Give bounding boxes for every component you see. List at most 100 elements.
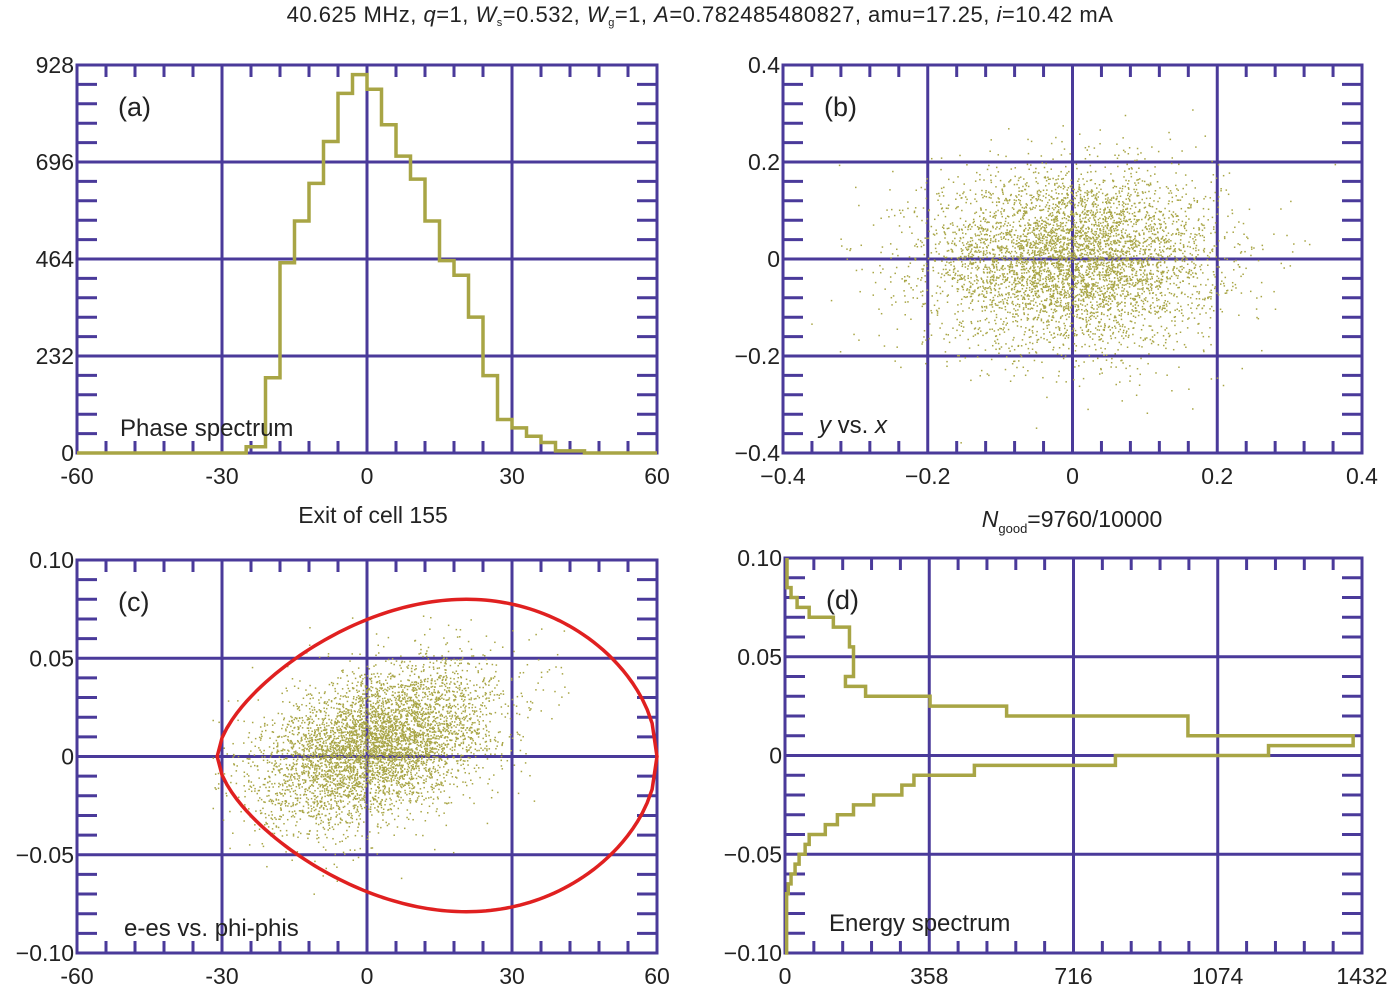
scatter-point (1015, 264, 1017, 267)
scatter-point (1085, 271, 1087, 274)
scatter-point (1100, 290, 1103, 292)
scatter-point (990, 238, 992, 240)
scatter-point (1031, 283, 1033, 286)
scatter-point (1085, 232, 1088, 234)
scatter-point (1014, 273, 1016, 276)
scatter-point (1073, 215, 1075, 218)
scatter-point (1150, 307, 1152, 310)
scatter-point (1147, 362, 1149, 365)
scatter-point (1021, 279, 1024, 282)
scatter-point (1005, 155, 1007, 158)
scatter-point (1101, 192, 1104, 195)
scatter-point (1068, 170, 1070, 173)
scatter-point (1039, 239, 1042, 242)
scatter-point (1022, 275, 1025, 278)
scatter-point (1123, 280, 1126, 283)
scatter-point (990, 179, 992, 182)
scatter-point (1070, 306, 1072, 308)
scatter-point (1042, 208, 1045, 211)
scatter-point (1132, 297, 1134, 300)
scatter-point (1172, 268, 1174, 270)
scatter-point (961, 252, 964, 255)
scatter-point (1148, 214, 1150, 217)
scatter-point (1019, 225, 1022, 228)
scatter-point (1042, 328, 1045, 330)
scatter-point (1024, 303, 1027, 305)
scatter-point (1118, 192, 1121, 194)
scatter-point (1114, 270, 1117, 273)
scatter-point (990, 283, 992, 285)
scatter-point (1119, 282, 1121, 284)
scatter-point (1153, 233, 1156, 236)
scatter-point (1135, 240, 1137, 243)
scatter-point (976, 246, 979, 249)
scatter-point (1079, 227, 1082, 230)
scatter-point (928, 337, 930, 340)
scatter-point (1112, 258, 1114, 260)
scatter-point (1099, 305, 1102, 308)
scatter-point (901, 209, 904, 212)
scatter-point (1063, 327, 1066, 330)
scatter-point (1056, 205, 1059, 207)
scatter-point (1043, 166, 1046, 169)
scatter-point (1027, 303, 1030, 305)
scatter-point (964, 196, 967, 198)
scatter-point (1099, 297, 1101, 300)
scatter-point (1170, 275, 1173, 278)
scatter-point (1304, 240, 1306, 242)
scatter-point (1106, 315, 1109, 317)
scatter-point (1067, 253, 1069, 255)
scatter-point (1015, 262, 1018, 264)
scatter-point (1082, 224, 1085, 226)
scatter-point (1081, 226, 1083, 229)
scatter-point (940, 187, 943, 190)
scatter-point (1106, 239, 1108, 242)
scatter-point (923, 264, 925, 267)
scatter-point (1068, 228, 1071, 231)
scatter-point (1021, 339, 1024, 341)
scatter-point (1166, 300, 1169, 303)
scatter-point (1128, 218, 1130, 221)
scatter-point (1195, 307, 1198, 310)
scatter-point (1040, 246, 1043, 249)
scatter-point (1091, 248, 1094, 251)
scatter-point (1119, 241, 1122, 243)
scatter-point (997, 329, 1000, 331)
scatter-point (1123, 176, 1125, 178)
scatter-point (961, 286, 964, 289)
scatter-point (1023, 229, 1026, 231)
scatter-point (1031, 280, 1033, 283)
scatter-point (1046, 284, 1048, 286)
scatter-point (1011, 362, 1014, 365)
scatter-point (1152, 341, 1155, 343)
scatter-point (897, 254, 899, 257)
scatter-point (1101, 233, 1103, 235)
scatter-point (1129, 264, 1132, 267)
scatter-point (942, 195, 945, 197)
scatter-point (1129, 218, 1131, 221)
scatter-point (953, 277, 956, 280)
scatter-point (1005, 231, 1007, 234)
scatter-point (1132, 267, 1135, 270)
scatter-point (1006, 229, 1008, 231)
scatter-point (1108, 325, 1111, 328)
scatter-point (1029, 194, 1031, 197)
scatter-point (1019, 202, 1021, 204)
scatter-point (1124, 151, 1126, 153)
scatter-point (1106, 268, 1109, 270)
scatter-point (906, 275, 909, 277)
scatter-point (1173, 282, 1175, 285)
scatter-point (1064, 248, 1067, 251)
scatter-point (907, 201, 909, 203)
scatter-point (1077, 262, 1079, 265)
scatter-point (1071, 210, 1073, 213)
scatter-point (1064, 259, 1067, 262)
scatter-point (1096, 301, 1098, 303)
scatter-point (1118, 244, 1120, 247)
scatter-point (1145, 248, 1147, 251)
scatter-point (1061, 251, 1063, 254)
scatter-point (1144, 249, 1146, 252)
scatter-point (1155, 279, 1158, 282)
scatter-point (1181, 309, 1183, 311)
scatter-point (1127, 291, 1129, 294)
